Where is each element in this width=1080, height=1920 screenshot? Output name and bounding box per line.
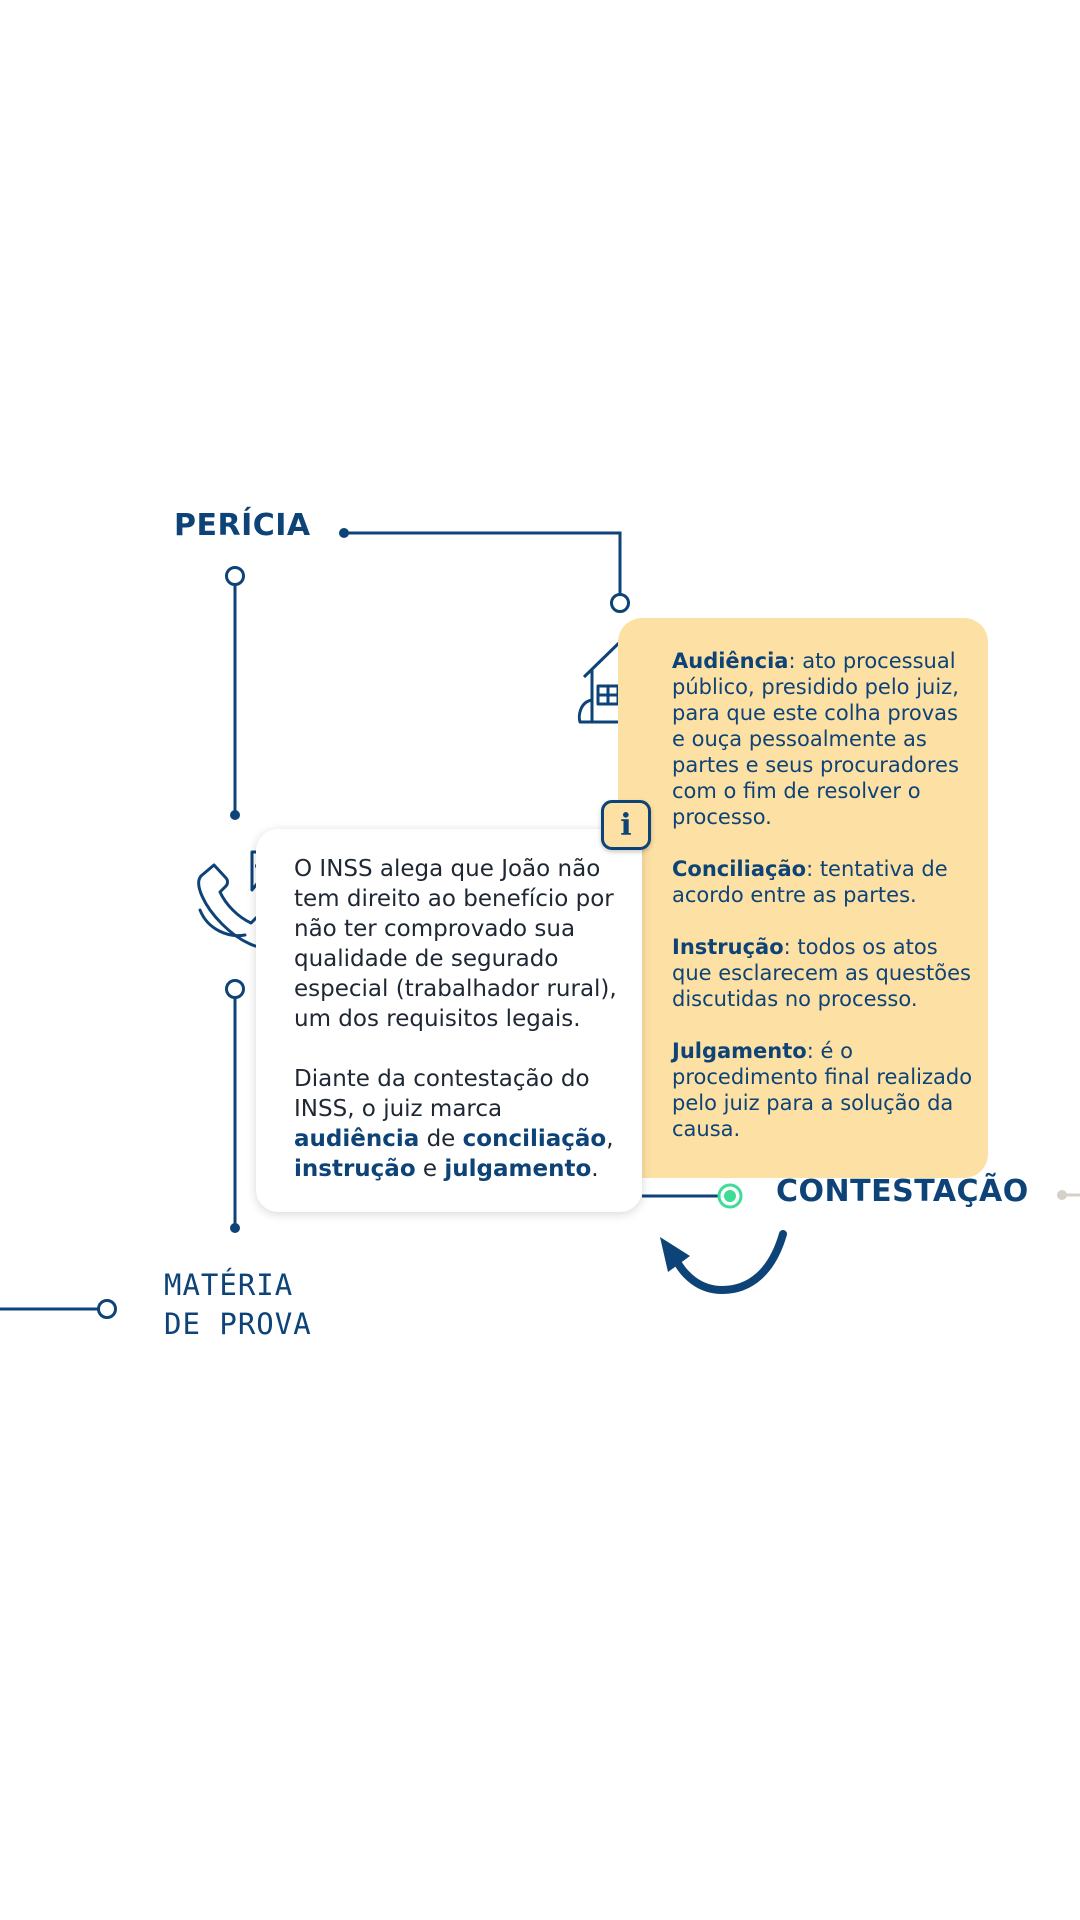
glossary-definition: : ato processual público, presidido pelo… — [672, 649, 959, 829]
node-pericia-bottom — [225, 566, 245, 586]
left-line-bottom-dot — [230, 1223, 240, 1233]
contestacao-description-card: O INSS alega que João não tem direito ao… — [256, 829, 642, 1212]
card-paragraph-2: Diante da contestação do INSS, o juiz ma… — [294, 1064, 632, 1184]
card-paragraph-1: O INSS alega que João não tem direito ao… — [294, 856, 617, 1032]
node-next-inactive — [1057, 1190, 1067, 1200]
highlight-instrucao: instrução — [294, 1156, 416, 1182]
glossary-term: Conciliação — [672, 857, 807, 881]
glossary-term: Instrução — [672, 935, 784, 959]
pericia-connector-line — [344, 531, 622, 594]
glossary-definition: : todos os atos que esclarecem as questõ… — [672, 935, 971, 1011]
card-text: e — [415, 1156, 445, 1182]
stage-label-pericia[interactable]: PERÍCIA — [174, 508, 311, 543]
materia-label-line2: DE PROVA — [164, 1307, 312, 1341]
glossary-info-card: Audiência: ato processual público, presi… — [618, 618, 988, 1178]
glossary-item-conciliacao: Conciliação: tentativa de acordo entre a… — [672, 856, 974, 908]
glossary-definition: : tentativa de acordo entre as partes. — [672, 857, 948, 907]
glossary-definition: : é o procedimento final realizado pelo … — [672, 1039, 973, 1141]
glossary-item-instrucao: Instrução: todos os atos que esclarecem … — [672, 934, 974, 1012]
node-house-top — [610, 593, 630, 613]
highlight-conciliacao: conciliação — [462, 1126, 607, 1152]
info-glyph: i — [620, 807, 632, 843]
materia-label-line1: MATÉRIA — [164, 1268, 294, 1302]
node-materia — [97, 1299, 117, 1319]
highlight-audiencia: audiência — [294, 1126, 420, 1152]
card-text: Diante da contestação do INSS, o juiz ma… — [294, 1066, 590, 1122]
left-line-top-dot — [230, 810, 240, 820]
stage-label-contestacao[interactable]: CONTESTAÇÃO — [776, 1174, 1029, 1209]
info-icon[interactable]: i — [601, 800, 651, 850]
glossary-term: Julgamento — [672, 1039, 807, 1063]
card-text: , — [606, 1126, 614, 1152]
card-text: . — [591, 1156, 599, 1182]
card-text: de — [419, 1126, 463, 1152]
stage-label-materia-de-prova[interactable]: MATÉRIA DE PROVA — [164, 1266, 312, 1344]
glossary-item-julgamento: Julgamento: é o procedimento final reali… — [672, 1038, 974, 1142]
curved-arrow-icon — [660, 1230, 787, 1295]
pericia-line-dot — [339, 528, 349, 538]
glossary-item-audiencia: Audiência: ato processual público, presi… — [672, 648, 974, 830]
node-phone-bottom — [225, 979, 245, 999]
highlight-julgamento: julgamento — [444, 1156, 592, 1182]
glossary-term: Audiência — [672, 649, 789, 673]
